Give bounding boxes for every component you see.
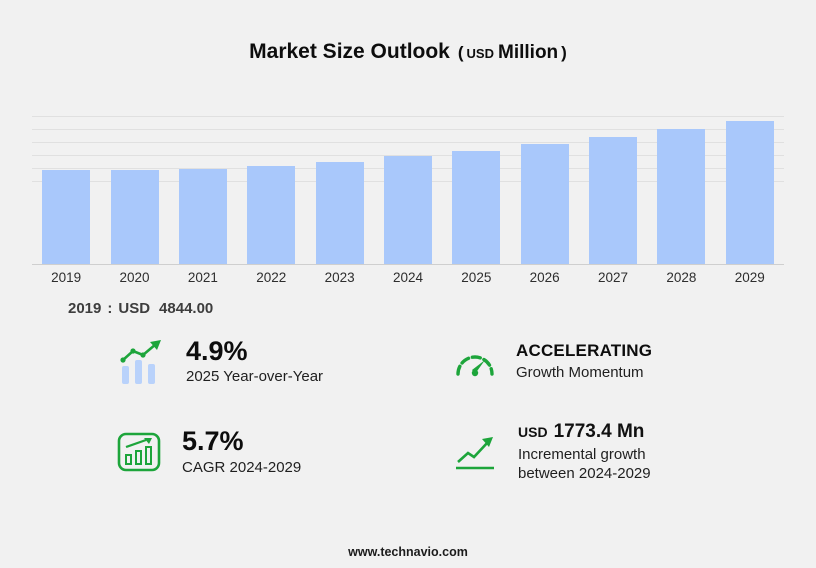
stat-momentum: ACCELERATING Growth Momentum bbox=[452, 337, 816, 387]
yoy-value: 4.9% bbox=[186, 336, 248, 366]
x-label-2027: 2027 bbox=[598, 270, 629, 285]
stat-incremental-text: USD 1773.4 Mn Incremental growth between … bbox=[518, 421, 651, 484]
bar-2021 bbox=[178, 169, 227, 264]
stat-yoy-text: 4.9% 2025 Year-over-Year bbox=[186, 337, 323, 387]
x-label-2023: 2023 bbox=[324, 270, 355, 285]
bar-2024 bbox=[383, 156, 432, 264]
website-link[interactable]: www.technavio.com bbox=[348, 545, 468, 559]
base-year: 2019 bbox=[68, 300, 102, 317]
title-currency: USD bbox=[466, 46, 494, 61]
x-label-2019: 2019 bbox=[51, 270, 82, 285]
yoy-bar-growth-icon bbox=[116, 338, 168, 386]
x-label-2025: 2025 bbox=[461, 270, 492, 285]
bar-2019 bbox=[42, 170, 91, 264]
bar-2022 bbox=[247, 166, 296, 264]
cagr-value: 5.7% bbox=[182, 426, 244, 457]
title-unit: (USD Million) bbox=[457, 42, 567, 63]
market-size-infographic: Market Size Outlook(USD Million) 2019 2020… bbox=[0, 40, 816, 568]
yoy-label: 2025 Year-over-Year bbox=[186, 368, 324, 386]
bar-2023 bbox=[315, 162, 364, 264]
bar-series bbox=[32, 116, 784, 264]
bar-chart: 2019 2020 2021 2022 2023 2024 2025 2026 2027 2028… bbox=[32, 116, 784, 285]
stat-momentum-text: ACCELERATING Growth Momentum bbox=[516, 341, 652, 383]
title-unit-label: Million bbox=[498, 42, 559, 63]
base-year-currency: USD bbox=[118, 300, 151, 317]
x-label-2029: 2029 bbox=[734, 270, 765, 285]
x-label-2021: 2021 bbox=[187, 270, 218, 285]
base-year-value: 4844.00 bbox=[159, 300, 214, 317]
base-year-annotation: 2019: USD 4844.00 bbox=[68, 300, 816, 317]
page-title: Market Size Outlook (USD Million) bbox=[0, 40, 816, 64]
bar-2028 bbox=[657, 129, 706, 264]
bar-2020 bbox=[110, 170, 159, 264]
bar-2029 bbox=[725, 121, 774, 264]
bar-2027 bbox=[589, 137, 638, 264]
incremental-growth-icon bbox=[452, 431, 500, 473]
cagr-chart-icon bbox=[116, 431, 164, 473]
cagr-label: CAGR 2024-2029 bbox=[182, 458, 302, 476]
bar-2025 bbox=[452, 151, 501, 264]
stat-cagr-text: 5.7% CAGR 2024-2029 bbox=[182, 427, 301, 477]
stat-cagr: 5.7% CAGR 2024-2029 bbox=[116, 421, 452, 484]
x-label-2026: 2026 bbox=[529, 270, 560, 285]
incremental-label-line2: between 2024-2029 bbox=[518, 464, 651, 482]
x-label-2020: 2020 bbox=[119, 270, 150, 285]
title-open-paren: ( bbox=[457, 43, 464, 62]
x-axis-line bbox=[32, 264, 784, 265]
base-year-colon: : bbox=[107, 300, 113, 317]
momentum-value: ACCELERATING bbox=[516, 341, 653, 361]
momentum-label: Growth Momentum bbox=[516, 364, 644, 382]
incremental-currency: USD bbox=[518, 424, 548, 441]
incremental-amount: 1773.4 Mn bbox=[553, 421, 645, 443]
speedometer-icon bbox=[452, 343, 498, 381]
x-label-2028: 2028 bbox=[666, 270, 697, 285]
x-axis-labels: 2019 2020 2021 2022 2023 2024 2025 2026 2027 2028… bbox=[32, 270, 784, 285]
stat-incremental: USD 1773.4 Mn Incremental growth between … bbox=[452, 421, 816, 484]
title-text: Market Size Outlook bbox=[249, 40, 450, 63]
incremental-value: USD 1773.4 Mn bbox=[518, 421, 651, 443]
stat-yoy: 4.9% 2025 Year-over-Year bbox=[116, 337, 452, 387]
title-close-paren: ) bbox=[561, 43, 567, 62]
x-label-2024: 2024 bbox=[392, 270, 423, 285]
bar-2026 bbox=[520, 144, 569, 264]
x-label-2022: 2022 bbox=[256, 270, 287, 285]
incremental-label-line1: Incremental growth bbox=[518, 446, 646, 464]
stats-grid: 4.9% 2025 Year-over-Year ACCELERATING Gr… bbox=[0, 337, 816, 484]
